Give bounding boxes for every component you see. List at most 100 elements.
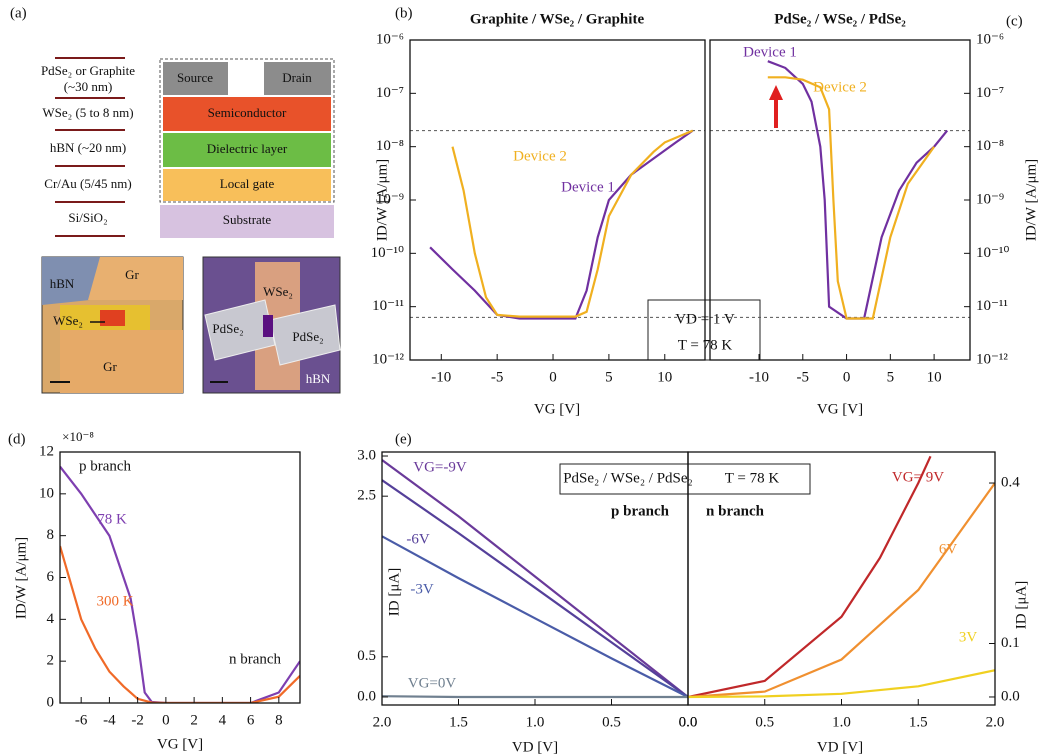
stack-label: Semiconductor xyxy=(208,105,287,120)
data-line xyxy=(767,76,935,320)
stack-label: Substrate xyxy=(223,212,272,227)
annotation: n branch xyxy=(706,503,765,519)
x-tick-label: -6 xyxy=(75,712,88,728)
y-tick-label: 10 xyxy=(39,485,54,501)
series-label: 6V xyxy=(939,541,958,557)
x-axis-label: VD [V] xyxy=(817,739,863,755)
y-tick-label: 0.0 xyxy=(357,688,376,704)
panel-label: (b) xyxy=(395,5,413,21)
x-tick-label: -10 xyxy=(749,369,769,385)
red-arrow xyxy=(769,85,783,128)
layer-label: PdSe₂ or Graphite xyxy=(41,63,135,78)
y-tick-label: 2 xyxy=(47,653,55,669)
y-axis-label: ID [μA] xyxy=(1013,581,1029,629)
x-tick-label: 2 xyxy=(190,712,198,728)
annotation: T = 78 K xyxy=(678,337,733,353)
data-line xyxy=(451,129,694,318)
y-tick-label: 10⁻⁹ xyxy=(376,191,404,207)
substrate xyxy=(160,205,334,238)
series-label: -3V xyxy=(410,581,433,597)
y-tick-label: 6 xyxy=(47,569,55,585)
y-tick-label: 0 xyxy=(47,694,55,710)
micrograph xyxy=(41,256,184,394)
x-tick-label: 1.5 xyxy=(449,714,468,730)
data-line xyxy=(382,459,688,698)
micrograph xyxy=(202,256,341,394)
series-label: VG=-9V xyxy=(413,459,467,475)
x-tick-label: 6 xyxy=(247,712,255,728)
stack-label: Drain xyxy=(282,70,312,85)
x-tick-label: 2.0 xyxy=(373,714,392,730)
y-axis-label: ID/W [A/μm] xyxy=(374,159,390,241)
image-label: PdSe₂ xyxy=(292,329,323,344)
x-axis-label: VG [V] xyxy=(817,401,863,417)
y-tick-label: 10⁻⁸ xyxy=(376,138,404,154)
series-label: Device 2 xyxy=(513,148,567,164)
x-tick-label: 0 xyxy=(843,369,851,385)
data-line xyxy=(382,479,688,698)
layer-label: WSe₂ (5 to 8 nm) xyxy=(42,105,133,120)
stack-label: Dielectric layer xyxy=(207,141,288,156)
x-tick-label: 0 xyxy=(549,369,557,385)
drain xyxy=(264,62,331,95)
semiconductor xyxy=(163,97,331,131)
y-axis-label: ID/W [A/μm] xyxy=(13,537,29,619)
y-tick-label: 10⁻¹² xyxy=(976,351,1008,367)
x-tick-label: 10 xyxy=(927,369,942,385)
y-tick-label: 10⁻¹² xyxy=(372,351,404,367)
x-tick-label: -4 xyxy=(103,712,116,728)
y-tick-label: 0.0 xyxy=(1001,688,1020,704)
x-tick-label: 0.5 xyxy=(755,714,774,730)
chart-title: PdSe₂ / WSe₂ / PdSe₂ xyxy=(774,11,906,27)
y-tick-label: 0.5 xyxy=(357,648,376,664)
layer-label: Si/SiO₂ xyxy=(68,210,107,225)
y-tick-label: 10⁻⁶ xyxy=(976,31,1004,47)
panel-label: (d) xyxy=(8,431,26,447)
panel-label: (a) xyxy=(10,5,27,21)
y-tick-label: 10⁻¹¹ xyxy=(976,298,1008,314)
series-label: 78 K xyxy=(97,511,127,527)
x-tick-label: 10 xyxy=(657,369,672,385)
y-tick-label: 8 xyxy=(47,527,55,543)
x-axis-label: VG [V] xyxy=(534,401,580,417)
stack-label: Local gate xyxy=(220,176,275,191)
x-tick-label: 1.5 xyxy=(909,714,928,730)
y-tick-label: 10⁻⁷ xyxy=(976,85,1004,101)
series-label: 300 K xyxy=(96,593,133,609)
data-line xyxy=(688,455,932,699)
x-tick-label: 5 xyxy=(605,369,613,385)
image-label: hBN xyxy=(50,276,75,291)
data-line xyxy=(688,482,995,699)
x-tick-label: -2 xyxy=(131,712,144,728)
y-tick-label: 10⁻⁸ xyxy=(976,138,1004,154)
data-line xyxy=(382,535,688,698)
y-tick-label: 2.5 xyxy=(357,488,376,504)
y-tick-label: 4 xyxy=(47,611,55,627)
image-label: WSe₂ xyxy=(263,284,293,299)
y-tick-label: 3.0 xyxy=(357,447,376,463)
y-tick-label: 12 xyxy=(39,443,54,459)
x-axis-label: VG [V] xyxy=(157,736,203,752)
y-tick-label: 10⁻⁹ xyxy=(976,191,1004,207)
y-tick-label: 10⁻¹¹ xyxy=(372,298,404,314)
annotation: p branch xyxy=(79,458,132,474)
y-tick-label: 10⁻⁷ xyxy=(376,85,404,101)
series-label: Device 2 xyxy=(813,79,867,95)
device-outline xyxy=(159,58,335,203)
x-tick-label: 4 xyxy=(219,712,227,728)
x-axis-label: VD [V] xyxy=(512,739,558,755)
data-line xyxy=(688,669,995,699)
x-tick-label: 0.0 xyxy=(679,714,698,730)
annotation-box xyxy=(559,463,811,495)
stack-label: Source xyxy=(177,70,213,85)
annotation: n branch xyxy=(229,651,282,667)
data-line xyxy=(382,695,688,699)
x-tick-label: 2.0 xyxy=(986,714,1005,730)
image-label: hBN xyxy=(306,371,331,386)
series-label: VG=0V xyxy=(408,675,457,691)
series-label: Device 1 xyxy=(561,179,615,195)
data-line xyxy=(767,60,949,320)
x-tick-label: 8 xyxy=(275,712,283,728)
